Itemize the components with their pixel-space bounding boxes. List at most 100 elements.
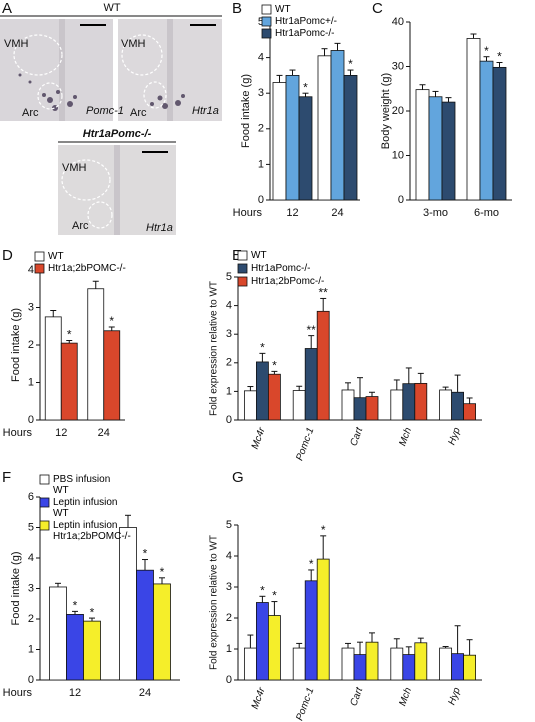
bar (316, 558, 330, 681)
y-tick-label: 2 (226, 612, 232, 624)
bar (451, 653, 465, 681)
region-label: Arc (72, 220, 89, 232)
y-tick-label: 0 (226, 674, 232, 686)
significance: ** (307, 323, 317, 337)
bar (60, 342, 78, 421)
legend-item: Htr1a;2bPomc-/- (251, 276, 325, 287)
y-tick-label: 5 (258, 16, 264, 28)
significance: ** (319, 286, 329, 300)
y-tick-label: 3 (258, 87, 264, 99)
panel-a: A WT VMH Arc Pomc-1 VMH Arc Htr1a Htr1aP… (0, 0, 222, 235)
legend-item: Leptin infusion WT (53, 497, 118, 519)
y-tick-label: 0 (28, 414, 34, 426)
legend-label: Htr1a;2bPomc-/- (251, 276, 325, 287)
legend-item: WT (275, 4, 291, 15)
x-tick-label: Hyp (446, 426, 463, 447)
y-tick-label: 10 (392, 149, 404, 161)
bar (317, 55, 332, 201)
bar (414, 642, 428, 681)
bar (492, 66, 507, 201)
y-tick-label: 4 (226, 300, 232, 312)
region-label: VMH (121, 38, 146, 50)
legend-label: Htr1aPomc-/- (275, 28, 335, 39)
y-tick-label: 20 (392, 105, 404, 117)
bar (136, 569, 154, 681)
bar (479, 60, 494, 201)
y-tick-label: 1 (226, 643, 232, 655)
x-tick-label: Hyp (446, 686, 463, 707)
y-tick-label: 3 (226, 328, 232, 340)
x-axis-label: Hours (3, 427, 33, 439)
y-tick-label: 1 (28, 643, 34, 655)
panel-letter: E (232, 247, 242, 264)
legend-swatch (34, 263, 45, 274)
gene-label: Pomc-1 (86, 105, 124, 117)
legend-swatch (237, 276, 248, 287)
panel-letter: B (232, 0, 242, 17)
bar (66, 614, 84, 681)
legend-swatch (34, 251, 45, 262)
legend-label: Htr1aPomc-/- (251, 263, 311, 274)
x-tick-label: 24 (98, 427, 110, 439)
significance: * (90, 605, 95, 619)
y-tick-label: 4 (28, 552, 34, 564)
x-tick-label: 6-mo (474, 207, 499, 219)
panel-letter: C (372, 0, 383, 17)
bar (353, 397, 367, 421)
bar (341, 647, 355, 681)
legend-swatch (261, 28, 272, 39)
y-tick-label: 5 (28, 521, 34, 533)
y-tick-label: 0 (28, 674, 34, 686)
bar (365, 396, 379, 421)
bar (330, 50, 345, 201)
bar (365, 641, 379, 681)
y-tick-label: 0 (226, 414, 232, 426)
x-tick-label: Pomc-1 (294, 426, 316, 462)
x-tick-label: Cart (348, 685, 365, 708)
bar (44, 316, 62, 421)
legend-label: Leptin infusion Htr1a;2bPOMC-/- (53, 520, 131, 542)
y-axis-label: Body weight (g) (380, 73, 392, 149)
y-tick-label: 4 (28, 264, 34, 276)
significance: * (497, 50, 502, 64)
y-tick-label: 3 (226, 581, 232, 593)
y-tick-label: 2 (28, 339, 34, 351)
gene-label: Htr1a (192, 105, 219, 117)
bar (87, 288, 105, 421)
y-tick-label: 3 (28, 301, 34, 313)
bar (343, 75, 358, 201)
bar (441, 101, 456, 201)
bar (402, 654, 416, 681)
y-tick-label: 0 (398, 194, 404, 206)
x-tick-label: 24 (331, 207, 343, 219)
significance: * (303, 80, 308, 94)
y-tick-label: 1 (226, 385, 232, 397)
x-tick-label: 12 (69, 687, 81, 699)
bar (285, 75, 300, 201)
x-tick-label: 3-mo (423, 207, 448, 219)
bar (402, 383, 416, 421)
region-label: VMH (62, 162, 87, 174)
x-tick-label: Cart (348, 425, 365, 448)
bar (428, 96, 443, 201)
y-tick-label: 2 (28, 613, 34, 625)
panel-letter: F (2, 469, 11, 486)
bar (466, 38, 481, 201)
region-outline (13, 34, 167, 229)
bar (304, 580, 318, 681)
x-tick-label: Mch (397, 686, 414, 708)
x-tick-label: 12 (55, 427, 67, 439)
bar (243, 647, 257, 681)
image-title: WT (103, 2, 120, 14)
bar (353, 654, 367, 681)
bar (83, 620, 101, 681)
bar (304, 348, 318, 421)
significance: * (73, 599, 78, 613)
legend-item: PBS infusion WT (53, 474, 111, 496)
y-tick-label: 1 (28, 376, 34, 388)
x-tick-label: Mc4r (250, 426, 268, 451)
legend-label: PBS infusion WT (53, 474, 111, 496)
bar (267, 373, 281, 421)
legend-item: WT (48, 251, 64, 262)
x-tick-label: Mc4r (250, 686, 268, 711)
